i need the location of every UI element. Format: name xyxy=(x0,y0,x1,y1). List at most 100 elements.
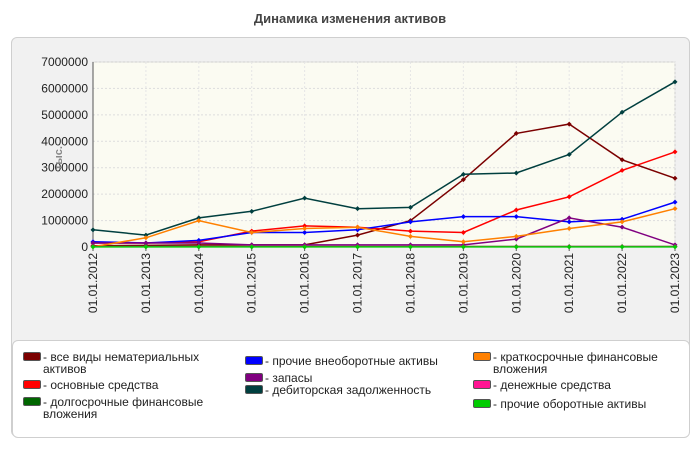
data-point xyxy=(513,236,519,242)
legend-swatch xyxy=(245,373,263,382)
x-tick-label: 01.01.2015 xyxy=(245,253,259,313)
legend-swatch xyxy=(23,352,41,361)
y-axis-label: тыс. xyxy=(53,146,65,170)
data-point xyxy=(672,244,678,250)
data-point xyxy=(196,240,202,246)
series-line xyxy=(93,217,676,246)
legend-label: запасы xyxy=(265,372,312,384)
data-point xyxy=(302,195,308,201)
y-tick-label: 5000000 xyxy=(41,108,88,122)
legend-label: прочие внеоборотные активы xyxy=(265,355,438,367)
legend-label: краткосрочные финансовые вложения xyxy=(493,351,678,375)
legend-swatch xyxy=(473,380,491,389)
data-point xyxy=(249,208,255,214)
data-point xyxy=(619,109,625,115)
line-chart: 0 1000000 2000000 3000000 4000000 5000000 6000… xyxy=(41,55,682,313)
series-5 xyxy=(90,79,678,238)
x-tick-label: 01.01.2012 xyxy=(86,253,100,313)
legend-label: дебиторская задолженность xyxy=(265,384,431,396)
data-point xyxy=(460,177,466,183)
data-point xyxy=(566,226,572,231)
data-point xyxy=(302,226,308,231)
series-8 xyxy=(90,244,678,250)
grid xyxy=(92,61,676,248)
legend-label: основные средства xyxy=(43,379,158,391)
data-point xyxy=(460,229,466,235)
series-line xyxy=(93,151,676,244)
legend-swatch xyxy=(245,385,263,394)
y-tick-label: 0 xyxy=(81,240,88,254)
data-point xyxy=(249,244,255,250)
series-layer xyxy=(90,79,678,250)
data-point xyxy=(143,244,149,250)
x-tick-label: 01.01.2021 xyxy=(562,253,576,313)
data-point xyxy=(196,215,202,221)
data-point xyxy=(302,244,308,250)
series-3 xyxy=(90,199,678,246)
x-tick-label: 01.01.2023 xyxy=(668,253,682,313)
data-point xyxy=(460,244,466,250)
series-line xyxy=(92,201,676,244)
data-point xyxy=(619,216,625,222)
data-point xyxy=(90,244,96,250)
legend-swatch xyxy=(23,397,41,406)
data-point xyxy=(619,224,625,230)
data-point xyxy=(566,244,572,250)
data-point xyxy=(302,223,308,229)
data-point xyxy=(513,214,519,220)
legend-swatch xyxy=(245,356,263,365)
legend-swatch xyxy=(23,380,41,389)
legend: все виды нематериальных активов основные… xyxy=(12,340,690,438)
data-point xyxy=(407,219,413,225)
x-tick-label: 01.01.2020 xyxy=(509,253,523,313)
x-tick-label: 01.01.2018 xyxy=(403,253,417,313)
series-line xyxy=(92,123,676,247)
series-line xyxy=(92,81,676,236)
x-tick-label: 01.01.2019 xyxy=(456,253,470,313)
legend-label: денежные средства xyxy=(493,379,611,391)
data-point xyxy=(460,171,466,177)
y-tick-label: 6000000 xyxy=(41,81,88,95)
x-tick-label: 01.01.2022 xyxy=(615,253,629,313)
data-point xyxy=(90,240,96,246)
y-tick-label: 4000000 xyxy=(41,134,88,148)
data-point xyxy=(249,229,255,235)
data-point xyxy=(619,219,625,225)
legend-swatch xyxy=(473,399,491,408)
y-tick-label: 7000000 xyxy=(41,55,88,69)
x-tick-label: 01.01.2016 xyxy=(298,253,312,313)
data-point xyxy=(619,167,625,173)
y-tick-label: 1000000 xyxy=(41,214,88,228)
x-tick-label: 01.01.2013 xyxy=(139,253,153,313)
data-point xyxy=(672,79,678,85)
data-point xyxy=(143,232,149,238)
data-point xyxy=(672,199,678,205)
data-point xyxy=(355,224,361,230)
data-point xyxy=(566,121,572,127)
data-point xyxy=(619,244,625,250)
y-tick-label: 3000000 xyxy=(41,161,88,175)
legend-label: все виды нематериальных активов xyxy=(43,351,228,375)
data-point xyxy=(566,215,572,221)
legend-label: прочие оборотные активы xyxy=(493,398,646,410)
plot-area xyxy=(92,61,676,248)
data-point xyxy=(355,244,361,250)
data-point xyxy=(672,175,678,181)
data-point xyxy=(143,240,149,246)
data-point xyxy=(407,244,413,250)
data-point xyxy=(407,204,413,210)
data-point xyxy=(619,157,625,163)
legend-label: долгосрочные финансовые вложения xyxy=(43,396,228,420)
data-point xyxy=(196,244,202,250)
data-point xyxy=(407,233,413,239)
data-point xyxy=(143,235,149,241)
data-point xyxy=(566,194,572,200)
legend-swatch xyxy=(473,352,491,361)
data-point xyxy=(672,149,678,155)
data-point xyxy=(513,233,519,239)
data-point xyxy=(566,152,572,157)
data-point xyxy=(302,229,308,235)
data-point xyxy=(196,218,202,224)
series-line xyxy=(92,207,676,248)
data-point xyxy=(513,244,519,250)
